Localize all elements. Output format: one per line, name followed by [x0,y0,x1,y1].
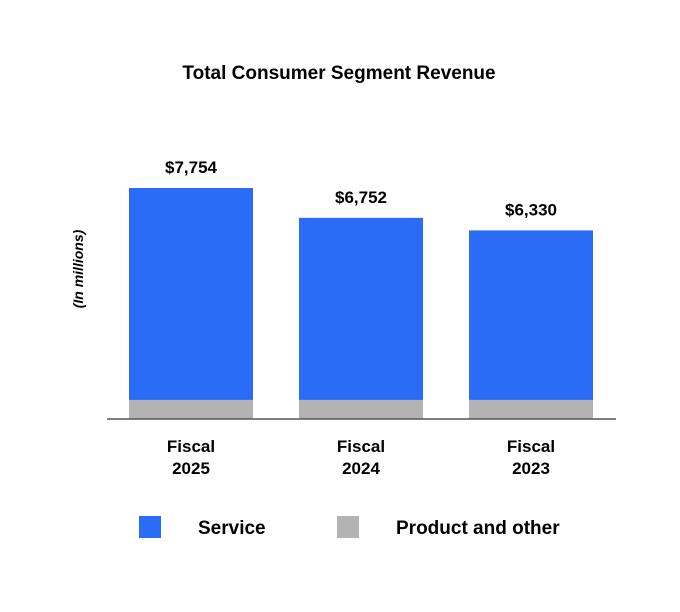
bar-service-0 [129,188,253,400]
bar-product-and-other-2 [469,399,593,419]
x-tick-label-1-line-1: 2024 [342,459,380,478]
bar-service-2 [469,230,593,400]
chart-title: Total Consumer Segment Revenue [182,63,495,84]
bars-group: $7,754 $6,752 $6,330 [129,158,593,419]
y-axis-label: (In millions) [70,229,86,308]
legend-swatch-product-and-other [337,516,359,538]
data-label-total-2: $6,330 [505,200,557,219]
data-label-total-0: $7,754 [165,158,218,177]
x-tick-labels: Fiscal 2025 Fiscal 2024 Fiscal 2023 [167,437,555,478]
legend-label-service: Service [198,518,266,539]
x-tick-label-0-line-0: Fiscal [167,437,215,456]
legend-swatch-service [139,516,161,538]
x-tick-label-2-line-1: 2023 [512,459,550,478]
x-tick-label-2-line-0: Fiscal [507,437,555,456]
data-label-total-1: $6,752 [335,188,387,207]
bar-product-and-other-1 [299,399,423,419]
legend-label-product-and-other: Product and other [396,518,560,539]
x-tick-label-0-line-1: 2025 [172,459,210,478]
bar-product-and-other-0 [129,399,253,419]
bar-service-1 [299,217,423,400]
x-tick-label-1-line-0: Fiscal [337,437,385,456]
